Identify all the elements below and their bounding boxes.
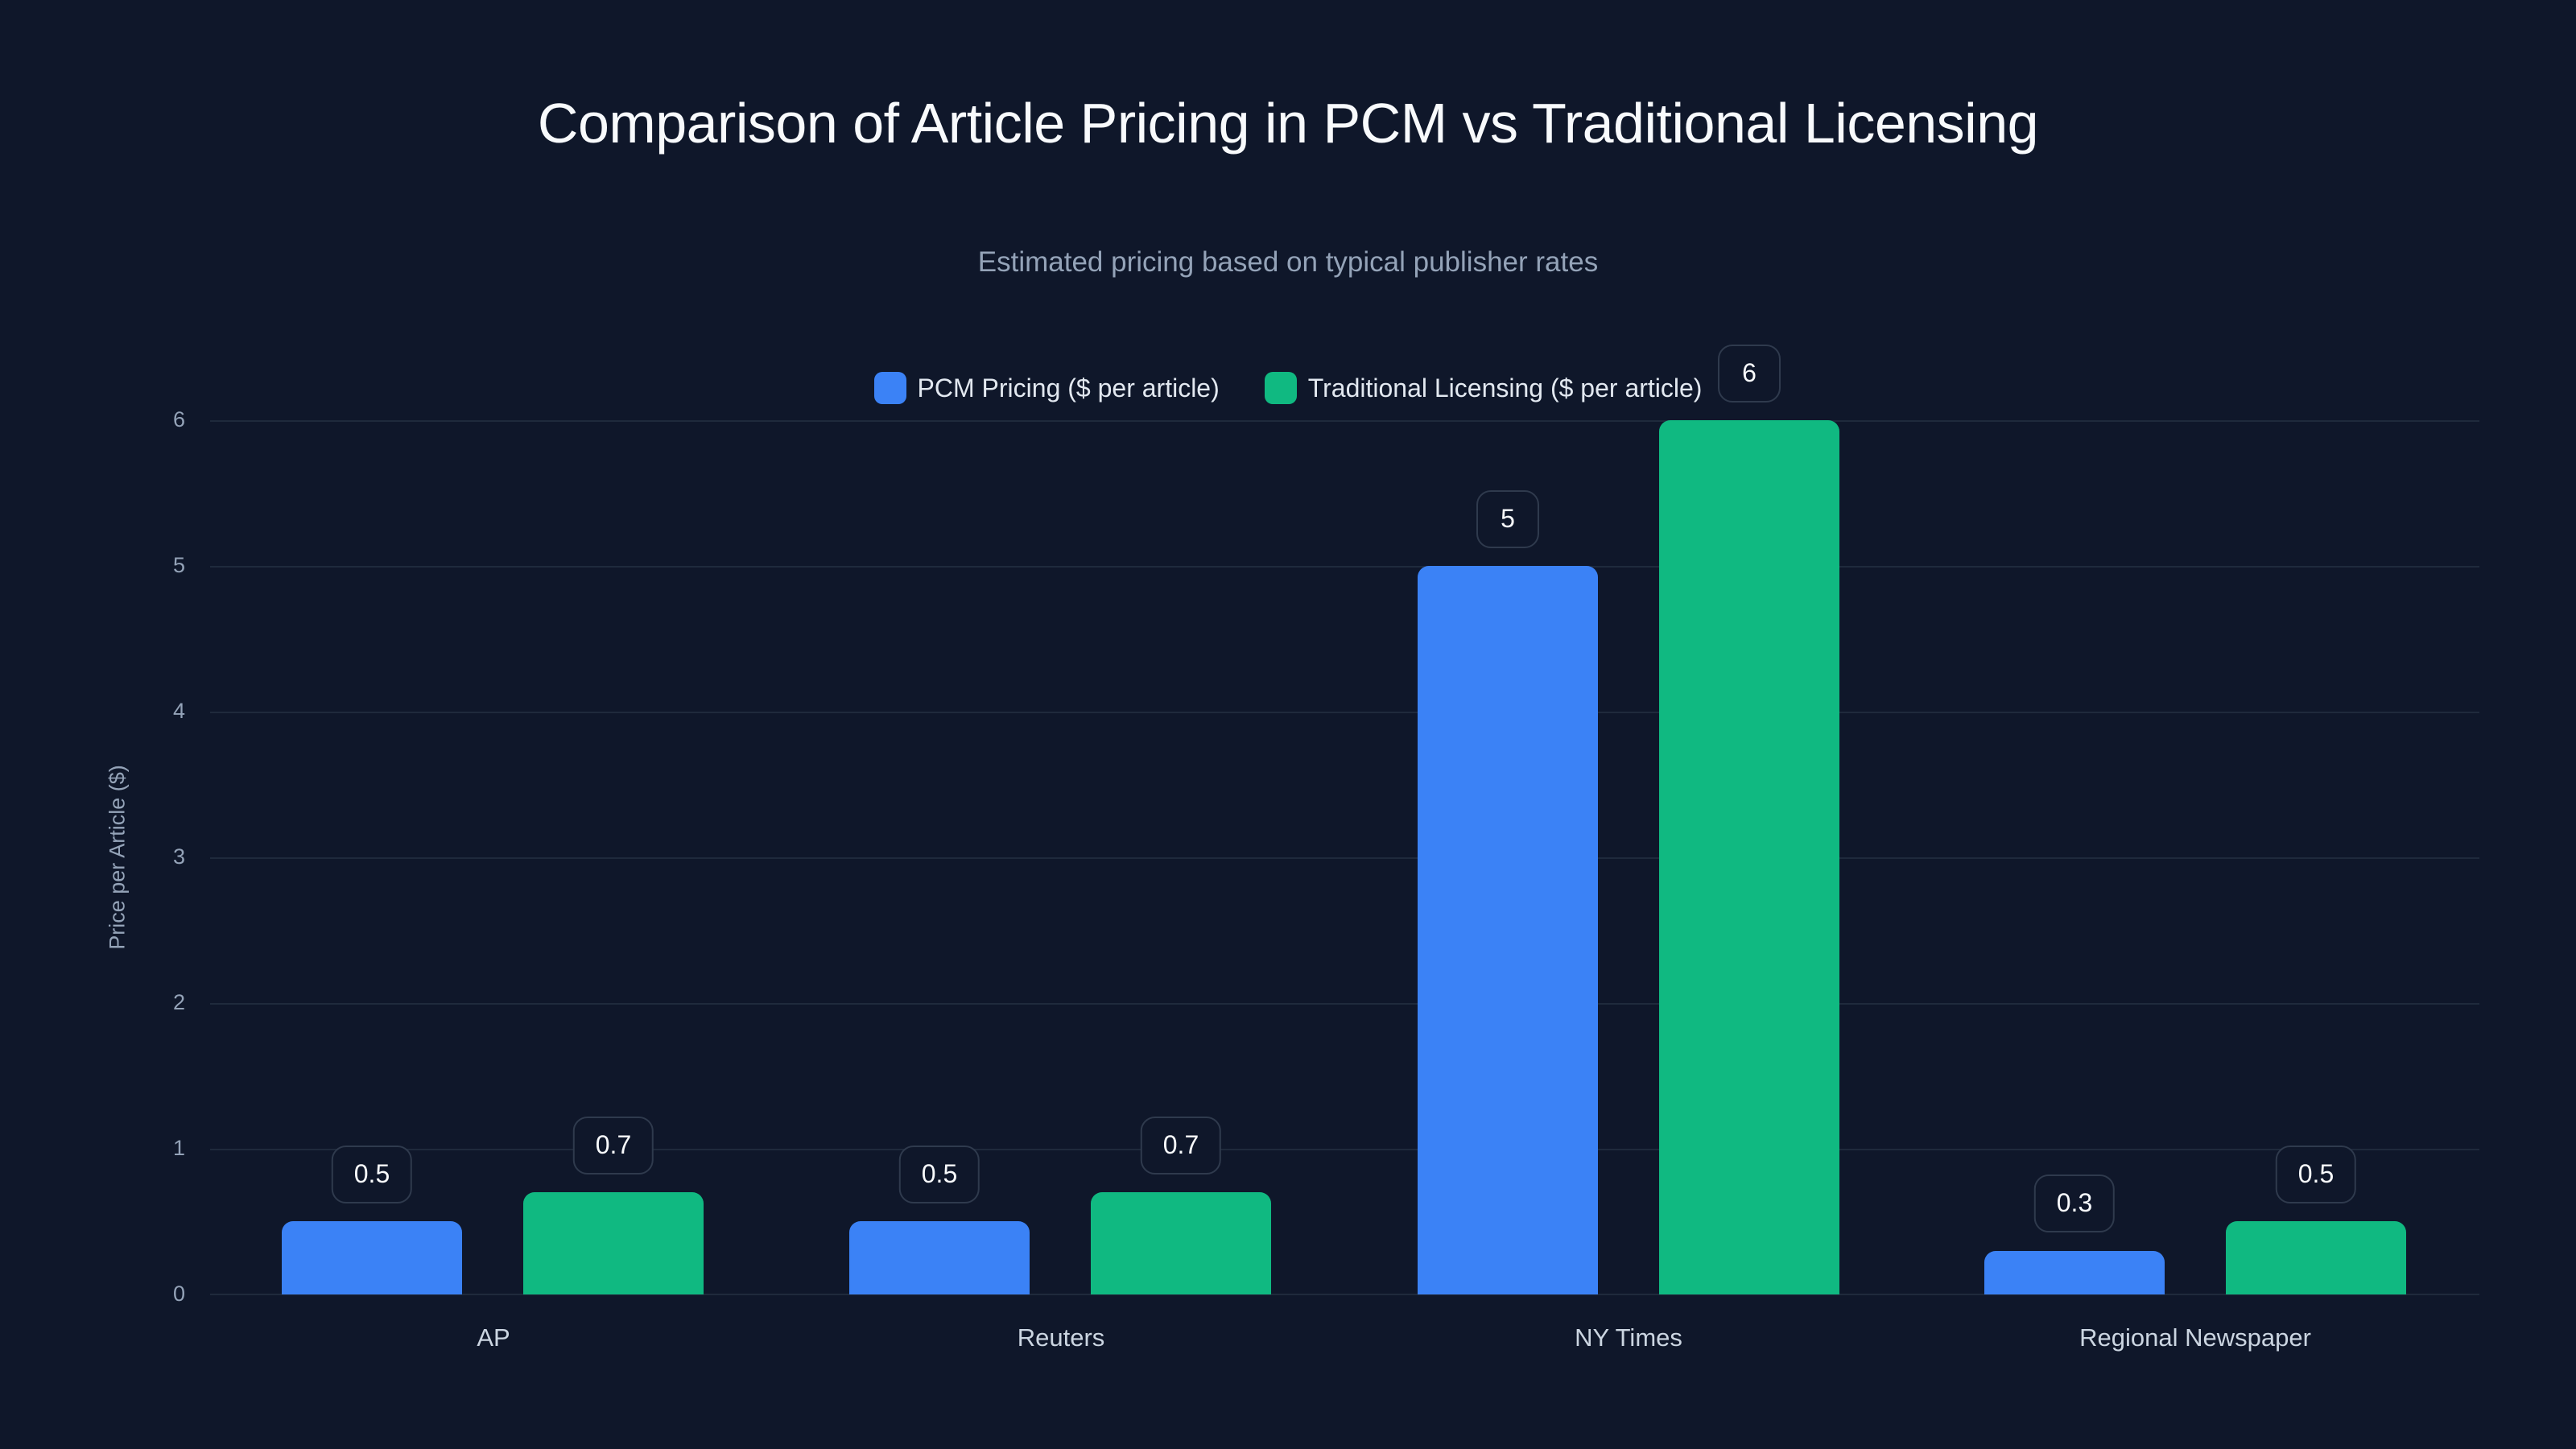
data-label-pcm-ap: 0.5 — [331, 1146, 413, 1203]
chart-subtitle: Estimated pricing based on typical publi… — [977, 246, 1599, 278]
y-axis-title: Price per Article ($) — [105, 765, 130, 950]
x-label-regional-newspaper: Regional Newspaper — [2079, 1323, 2311, 1352]
y-tick-4: 4 — [172, 699, 185, 723]
gridline-6 — [210, 420, 2479, 422]
y-tick-0: 0 — [172, 1282, 185, 1306]
bar-pcm-ny-times[interactable] — [1418, 566, 1598, 1294]
bar-pcm-regional-newspaper[interactable] — [1984, 1251, 2165, 1294]
data-label-traditional-ny-times: 6 — [1718, 345, 1781, 402]
y-tick-3: 3 — [172, 844, 185, 869]
gridline-4 — [210, 712, 2479, 713]
data-label-pcm-reuters: 0.5 — [898, 1146, 980, 1203]
legend-swatch-pcm — [873, 372, 906, 404]
bar-traditional-regional-newspaper[interactable] — [2226, 1221, 2406, 1294]
bar-traditional-ap[interactable] — [523, 1192, 704, 1294]
data-label-traditional-reuters: 0.7 — [1140, 1117, 1222, 1174]
gridline-5 — [210, 566, 2479, 568]
legend-item-pcm[interactable]: PCM Pricing ($ per article) — [873, 372, 1220, 404]
data-label-pcm-ny-times: 5 — [1476, 490, 1539, 548]
legend-label-traditional: Traditional Licensing ($ per article) — [1307, 374, 1703, 402]
bar-traditional-reuters[interactable] — [1091, 1192, 1271, 1294]
chart-title: Comparison of Article Pricing in PCM vs … — [537, 92, 2039, 155]
y-tick-6: 6 — [172, 407, 185, 431]
bar-traditional-ny-times[interactable] — [1659, 420, 1839, 1294]
bar-pcm-reuters[interactable] — [849, 1221, 1030, 1294]
gridline-3 — [210, 857, 2479, 859]
x-label-reuters: Reuters — [1017, 1323, 1105, 1352]
legend-label-pcm: PCM Pricing ($ per article) — [917, 374, 1220, 402]
legend-swatch-traditional — [1264, 372, 1297, 404]
data-label-traditional-ap: 0.7 — [572, 1117, 654, 1174]
data-label-traditional-regional-newspaper: 0.5 — [2275, 1146, 2357, 1203]
x-label-ny-times: NY Times — [1575, 1323, 1682, 1352]
gridline-1 — [210, 1149, 2479, 1150]
gridline-0-baseline — [210, 1294, 2479, 1295]
data-label-pcm-regional-newspaper: 0.3 — [2033, 1174, 2116, 1232]
legend: PCM Pricing ($ per article) Traditional … — [0, 372, 2576, 404]
y-tick-2: 2 — [172, 990, 185, 1014]
legend-item-traditional[interactable]: Traditional Licensing ($ per article) — [1264, 372, 1703, 404]
gridline-2 — [210, 1003, 2479, 1005]
plot-area — [210, 420, 2479, 1295]
x-label-ap: AP — [477, 1323, 510, 1352]
y-tick-5: 5 — [172, 553, 185, 577]
y-tick-1: 1 — [172, 1136, 185, 1160]
bar-pcm-ap[interactable] — [282, 1221, 462, 1294]
